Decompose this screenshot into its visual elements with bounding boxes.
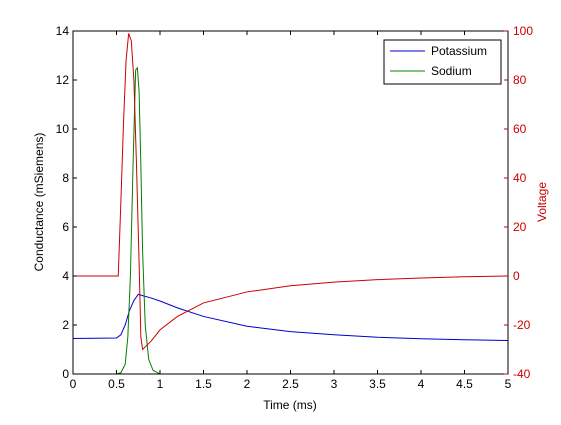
y-left-tick-label: 10 xyxy=(56,122,70,136)
axes-layer: 0 0.5 1 1.5 2 2.5 3 3.5 4 4.5 5 0 2 4 6 8 10 12 14 -40 -20 0 2… xyxy=(56,24,534,391)
legend: Potassium Sodium xyxy=(383,39,502,85)
legend-label-sodium: Sodium xyxy=(431,64,472,78)
series-line-voltage xyxy=(73,33,509,351)
y-right-tick-label: 60 xyxy=(513,122,527,136)
y-axis-left-label: Conductance (mSiemens) xyxy=(32,133,46,272)
y-right-tick-label: 0 xyxy=(513,269,520,283)
y-right-tick-label: -20 xyxy=(513,318,531,332)
series-line-potassium xyxy=(72,293,509,341)
y-left-tick-label: 6 xyxy=(62,220,69,234)
legend-box xyxy=(383,39,502,85)
y-right-tick-label: 40 xyxy=(513,171,527,185)
y-right-tick-label: 100 xyxy=(513,24,533,38)
x-tick-label: 4 xyxy=(418,377,425,391)
legend-label-potassium: Potassium xyxy=(431,44,487,58)
x-tick-label: 4.5 xyxy=(456,377,473,391)
x-axis-label: Time (ms) xyxy=(263,398,317,412)
y-left-tick-label: 8 xyxy=(62,171,69,185)
x-tick-label: 3 xyxy=(331,377,338,391)
x-tick-label: 5 xyxy=(505,377,512,391)
x-tick-label: 2.5 xyxy=(282,377,299,391)
y-right-tick-label: 80 xyxy=(513,73,527,87)
y-right-tick-label: -40 xyxy=(513,367,531,381)
y-right-tick-label: 20 xyxy=(513,220,527,234)
series-line-sodium xyxy=(73,66,508,375)
y-left-tick-label: 0 xyxy=(62,367,69,381)
x-tick-label: 0.5 xyxy=(108,377,125,391)
x-tick-label: 2 xyxy=(244,377,251,391)
x-tick-label: 1.5 xyxy=(195,377,212,391)
x-tick-label: 3.5 xyxy=(369,377,386,391)
y-left-tick-label: 14 xyxy=(56,24,70,38)
x-tick-label: 1 xyxy=(157,377,164,391)
series-layer xyxy=(72,33,509,375)
y-axis-right-label: Voltage xyxy=(535,182,549,222)
y-left-tick-label: 12 xyxy=(56,73,70,87)
x-tick-label: 0 xyxy=(70,377,77,391)
y-left-tick-label: 2 xyxy=(62,318,69,332)
y-left-tick-label: 4 xyxy=(62,269,69,283)
